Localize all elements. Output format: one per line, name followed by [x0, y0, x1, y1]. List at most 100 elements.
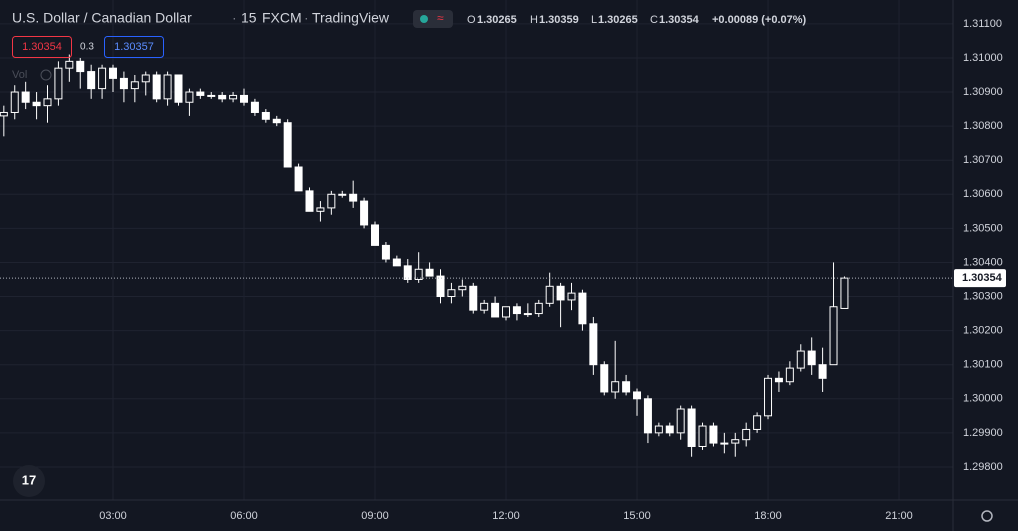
status-icon: ≈ [437, 11, 444, 25]
candle [109, 64, 117, 93]
logo-mark: 17 [22, 472, 36, 487]
candle [796, 344, 805, 372]
candle-body [294, 166, 303, 192]
candle-body [502, 306, 511, 318]
candle-body [796, 350, 805, 369]
candle-body [545, 285, 554, 304]
candle-body [840, 277, 849, 309]
candle-body [709, 425, 718, 444]
y-tick-label: 1.31100 [963, 18, 1002, 30]
candle-body [425, 268, 434, 277]
candle-body [764, 377, 773, 417]
candle-body [829, 306, 838, 366]
ohlc-low-key: L [591, 14, 597, 26]
candle [414, 252, 423, 283]
candle-body [578, 292, 587, 325]
candle [21, 81, 30, 110]
candle-body [785, 367, 794, 383]
exchange: FXCM [262, 10, 302, 26]
candle [436, 269, 445, 304]
legend: U.S. Dollar / Canadian Dollar · 15 · FXC… [12, 10, 807, 81]
bid-price: 1.30354 [22, 41, 62, 53]
candle-body [32, 101, 41, 107]
candle-body [622, 381, 631, 393]
candle-body [556, 285, 565, 301]
candle [392, 255, 401, 267]
candle-body [21, 91, 30, 103]
candle-body [654, 425, 663, 434]
candle-body [65, 60, 74, 69]
candle-body [327, 193, 336, 209]
candle [840, 276, 849, 309]
buy-button[interactable] [104, 36, 164, 58]
candle-body [43, 98, 52, 107]
candle-body [687, 408, 696, 447]
candle [261, 109, 270, 123]
sell-button[interactable] [12, 36, 72, 58]
interval[interactable]: 15 [241, 10, 257, 26]
candle [643, 395, 652, 444]
candle-body [534, 302, 543, 315]
candle-body [207, 94, 216, 97]
candle-body [218, 94, 227, 100]
candle [687, 405, 696, 457]
candle [480, 299, 489, 314]
candle [523, 303, 532, 317]
candle-body [316, 207, 325, 212]
y-tick-label: 1.30900 [963, 86, 1003, 98]
candle-body [338, 193, 347, 196]
candle-body [469, 285, 478, 311]
symbol[interactable]: U.S. Dollar / Canadian Dollar [12, 10, 192, 26]
y-tick-label: 1.30400 [963, 256, 1003, 268]
candle [229, 92, 238, 103]
candle-body [174, 74, 183, 103]
candle-body [567, 292, 576, 301]
candle-body [392, 258, 401, 267]
candle [0, 105, 8, 137]
candle-body [611, 381, 620, 393]
candle-body [185, 91, 194, 103]
candle [676, 405, 685, 440]
separator: · [232, 10, 237, 26]
candle [556, 282, 565, 328]
candle-body [665, 425, 674, 434]
candle [141, 71, 150, 96]
candle-body [152, 74, 161, 100]
candle [283, 119, 292, 168]
candle [829, 262, 838, 366]
candle [567, 282, 576, 311]
candle [742, 422, 751, 447]
time-axis[interactable]: 03:00 06:00 09:00 12:00 15:00 18:00 21:00 [99, 510, 913, 522]
y-tick-label: 1.30000 [963, 393, 1003, 405]
candle-body [196, 91, 205, 96]
candle-body [447, 289, 456, 298]
candle-body [130, 81, 139, 90]
candle [130, 74, 139, 103]
candle-body [272, 118, 281, 124]
visibility-icon[interactable] [40, 69, 52, 81]
candle-body [163, 74, 172, 100]
candle [240, 88, 249, 106]
separator: · [304, 10, 309, 26]
x-tick-label: 21:00 [885, 510, 913, 522]
price-axis[interactable]: 1.29800 1.29900 1.30000 1.30100 1.30200 1.303… [954, 18, 1006, 473]
candle [764, 374, 773, 420]
candle [76, 57, 85, 89]
candle-body [109, 67, 117, 79]
logo[interactable]: 17 [13, 465, 45, 497]
change: +0.00089 (+0.07%) [712, 14, 807, 26]
candle [611, 340, 620, 399]
market-status[interactable] [413, 10, 453, 28]
candle [818, 347, 827, 392]
candle [272, 115, 281, 127]
y-tick-label: 1.29900 [963, 427, 1003, 439]
status-dot [420, 15, 428, 23]
last-price-label: 1.30354 [962, 272, 1003, 284]
settings-button[interactable] [981, 510, 993, 522]
last-price-box [954, 269, 1006, 288]
candle-body [229, 94, 238, 100]
candle [753, 412, 762, 433]
candle-body [774, 377, 783, 383]
candle [709, 422, 718, 447]
candle-body [54, 67, 63, 100]
